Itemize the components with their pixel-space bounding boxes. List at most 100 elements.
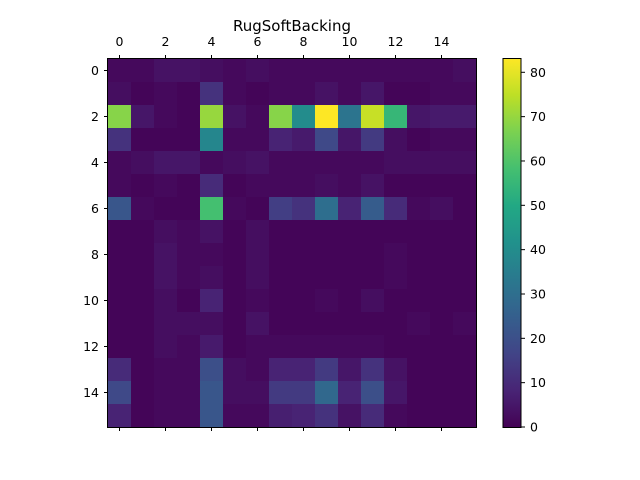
heatmap-cell <box>338 82 362 106</box>
heatmap-cell <box>430 289 454 313</box>
heatmap-cell <box>407 266 431 290</box>
heatmap-cell <box>315 220 339 244</box>
heatmap-cell <box>269 151 293 175</box>
heatmap-cell <box>154 59 178 83</box>
heatmap-cell <box>453 197 477 221</box>
heatmap-cell <box>361 289 385 313</box>
colorbar <box>503 58 521 428</box>
heatmap-cell <box>269 174 293 198</box>
heatmap-cell <box>384 105 408 129</box>
heatmap-cell <box>177 59 201 83</box>
heatmap-cell <box>177 151 201 175</box>
heatmap-cell <box>430 174 454 198</box>
heatmap-cell <box>407 82 431 106</box>
heatmap-cell <box>361 266 385 290</box>
heatmap-cell <box>361 174 385 198</box>
heatmap-cell <box>108 358 132 382</box>
heatmap-cell <box>315 289 339 313</box>
heatmap-cell <box>407 358 431 382</box>
heatmap-cell <box>223 289 247 313</box>
x-tick-label: 14 <box>434 34 450 49</box>
heatmap-cell <box>453 105 477 129</box>
heatmap-cell <box>338 128 362 152</box>
heatmap-cell <box>361 381 385 405</box>
heatmap-cell <box>407 404 431 428</box>
heatmap-cell <box>384 404 408 428</box>
heatmap-cell <box>315 174 339 198</box>
heatmap-cell <box>177 266 201 290</box>
heatmap-cell <box>223 197 247 221</box>
heatmap-cell <box>108 105 132 129</box>
heatmap-cell <box>384 220 408 244</box>
x-tick-label: 4 <box>208 34 216 49</box>
heatmap-cell <box>430 197 454 221</box>
heatmap-cell <box>154 404 178 428</box>
heatmap-cell <box>361 404 385 428</box>
heatmap-cell <box>154 220 178 244</box>
colorbar-tick-label: 60 <box>530 153 546 168</box>
heatmap-cell <box>453 358 477 382</box>
heatmap-cell <box>384 266 408 290</box>
heatmap-cell <box>223 358 247 382</box>
heatmap-cell <box>269 381 293 405</box>
heatmap-cell <box>315 381 339 405</box>
heatmap-cell <box>269 220 293 244</box>
heatmap-cell <box>108 312 132 336</box>
heatmap-cell <box>315 59 339 83</box>
heatmap-cell <box>338 358 362 382</box>
heatmap-cell <box>292 312 316 336</box>
heatmap-cell <box>430 266 454 290</box>
colorbar-tick-label: 20 <box>530 331 546 346</box>
heatmap-cell <box>407 220 431 244</box>
heatmap-cell <box>384 312 408 336</box>
heatmap-cell <box>430 335 454 359</box>
heatmap-cell <box>131 266 155 290</box>
heatmap-cell <box>269 312 293 336</box>
heatmap-cell <box>131 197 155 221</box>
heatmap-cell <box>131 82 155 106</box>
heatmap-cell <box>246 381 270 405</box>
heatmap-cell <box>453 404 477 428</box>
heatmap-cell <box>384 151 408 175</box>
heatmap-cell <box>292 289 316 313</box>
heatmap-cell <box>407 105 431 129</box>
heatmap-cell <box>269 404 293 428</box>
heatmap-cell <box>200 174 224 198</box>
heatmap-cell <box>315 312 339 336</box>
heatmap-cell <box>131 59 155 83</box>
heatmap-cell <box>200 151 224 175</box>
heatmap-cell <box>177 197 201 221</box>
heatmap-cell <box>177 174 201 198</box>
heatmap-cell <box>131 128 155 152</box>
heatmap-cell <box>108 381 132 405</box>
heatmap-cell <box>384 335 408 359</box>
heatmap-cell <box>453 243 477 267</box>
heatmap-cell <box>177 381 201 405</box>
heatmap-cell <box>361 59 385 83</box>
heatmap-cell <box>292 105 316 129</box>
heatmap-cell <box>200 312 224 336</box>
heatmap-cell <box>177 312 201 336</box>
heatmap-cell <box>108 197 132 221</box>
heatmap-cell <box>223 335 247 359</box>
heatmap-cell <box>200 82 224 106</box>
heatmap-cell <box>223 59 247 83</box>
heatmap-cell <box>292 243 316 267</box>
heatmap-cell <box>246 197 270 221</box>
heatmap-cell <box>292 335 316 359</box>
heatmap-cell <box>292 266 316 290</box>
colorbar-tick-label: 40 <box>530 242 546 257</box>
heatmap-cell <box>154 289 178 313</box>
heatmap-cell <box>223 266 247 290</box>
x-tick-label: 12 <box>388 34 404 49</box>
heatmap-cell <box>361 197 385 221</box>
heatmap-cell <box>177 105 201 129</box>
heatmap-cell <box>292 358 316 382</box>
heatmap-cell <box>108 243 132 267</box>
heatmap-cell <box>177 404 201 428</box>
heatmap-cell <box>108 151 132 175</box>
heatmap-cell <box>177 220 201 244</box>
heatmap-cell <box>269 59 293 83</box>
heatmap-cell <box>246 404 270 428</box>
heatmap-cell <box>246 82 270 106</box>
